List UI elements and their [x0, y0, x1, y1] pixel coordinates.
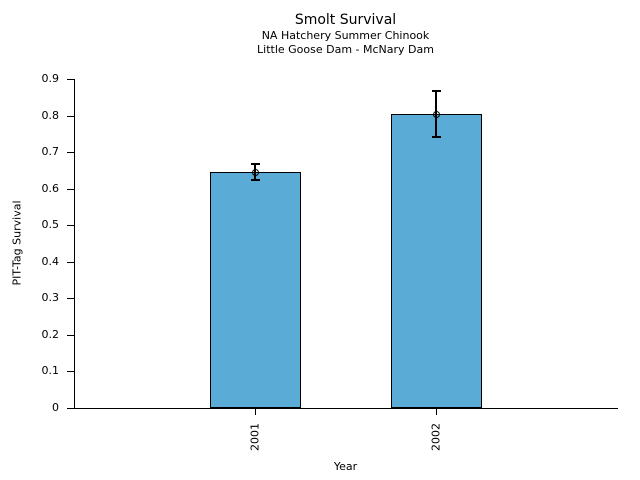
x-tick-label: 2002: [429, 423, 443, 451]
error-bar-cap-top: [432, 90, 441, 92]
y-tick-label: 0.8: [41, 109, 60, 122]
chart-subtitle-line2: Little Goose Dam - McNary Dam: [257, 43, 434, 56]
chart-subtitle-line1: NA Hatchery Summer Chinook: [261, 29, 430, 42]
error-bar-cap-bottom: [432, 136, 441, 138]
x-tick: [255, 409, 256, 415]
y-tick-label: 0.1: [41, 364, 60, 377]
y-tick: [67, 408, 74, 409]
y-axis-spine: [74, 79, 75, 409]
y-tick: [67, 152, 74, 153]
y-tick: [67, 371, 74, 372]
y-tick: [67, 116, 74, 117]
y-tick: [67, 298, 74, 299]
y-tick-label: 0.6: [41, 182, 60, 195]
error-bar-cap-bottom: [251, 179, 260, 181]
y-tick: [67, 189, 74, 190]
marker-open-circle: [252, 169, 259, 176]
y-tick-label: 0.2: [41, 328, 60, 341]
y-tick-label: 0.3: [41, 291, 60, 304]
marker-open-circle: [433, 111, 440, 118]
y-tick-label: 0.4: [41, 255, 60, 268]
y-tick-label: 0.7: [41, 145, 60, 158]
y-tick-label: 0: [52, 401, 59, 414]
y-tick-label: 0.5: [41, 218, 60, 231]
bar: [210, 172, 301, 408]
y-tick: [67, 79, 74, 80]
x-tick: [436, 409, 437, 415]
y-tick: [67, 225, 74, 226]
bar: [391, 114, 482, 408]
y-tick: [67, 262, 74, 263]
y-axis-label: PIT-Tag Survival: [10, 200, 24, 286]
error-bar-cap-top: [251, 163, 260, 165]
x-axis-label: Year: [333, 460, 358, 473]
y-tick-label: 0.9: [41, 72, 60, 85]
y-tick: [67, 335, 74, 336]
x-axis-spine: [74, 408, 618, 409]
x-tick-label: 2001: [248, 423, 262, 451]
chart-title: Smolt Survival: [294, 12, 397, 28]
